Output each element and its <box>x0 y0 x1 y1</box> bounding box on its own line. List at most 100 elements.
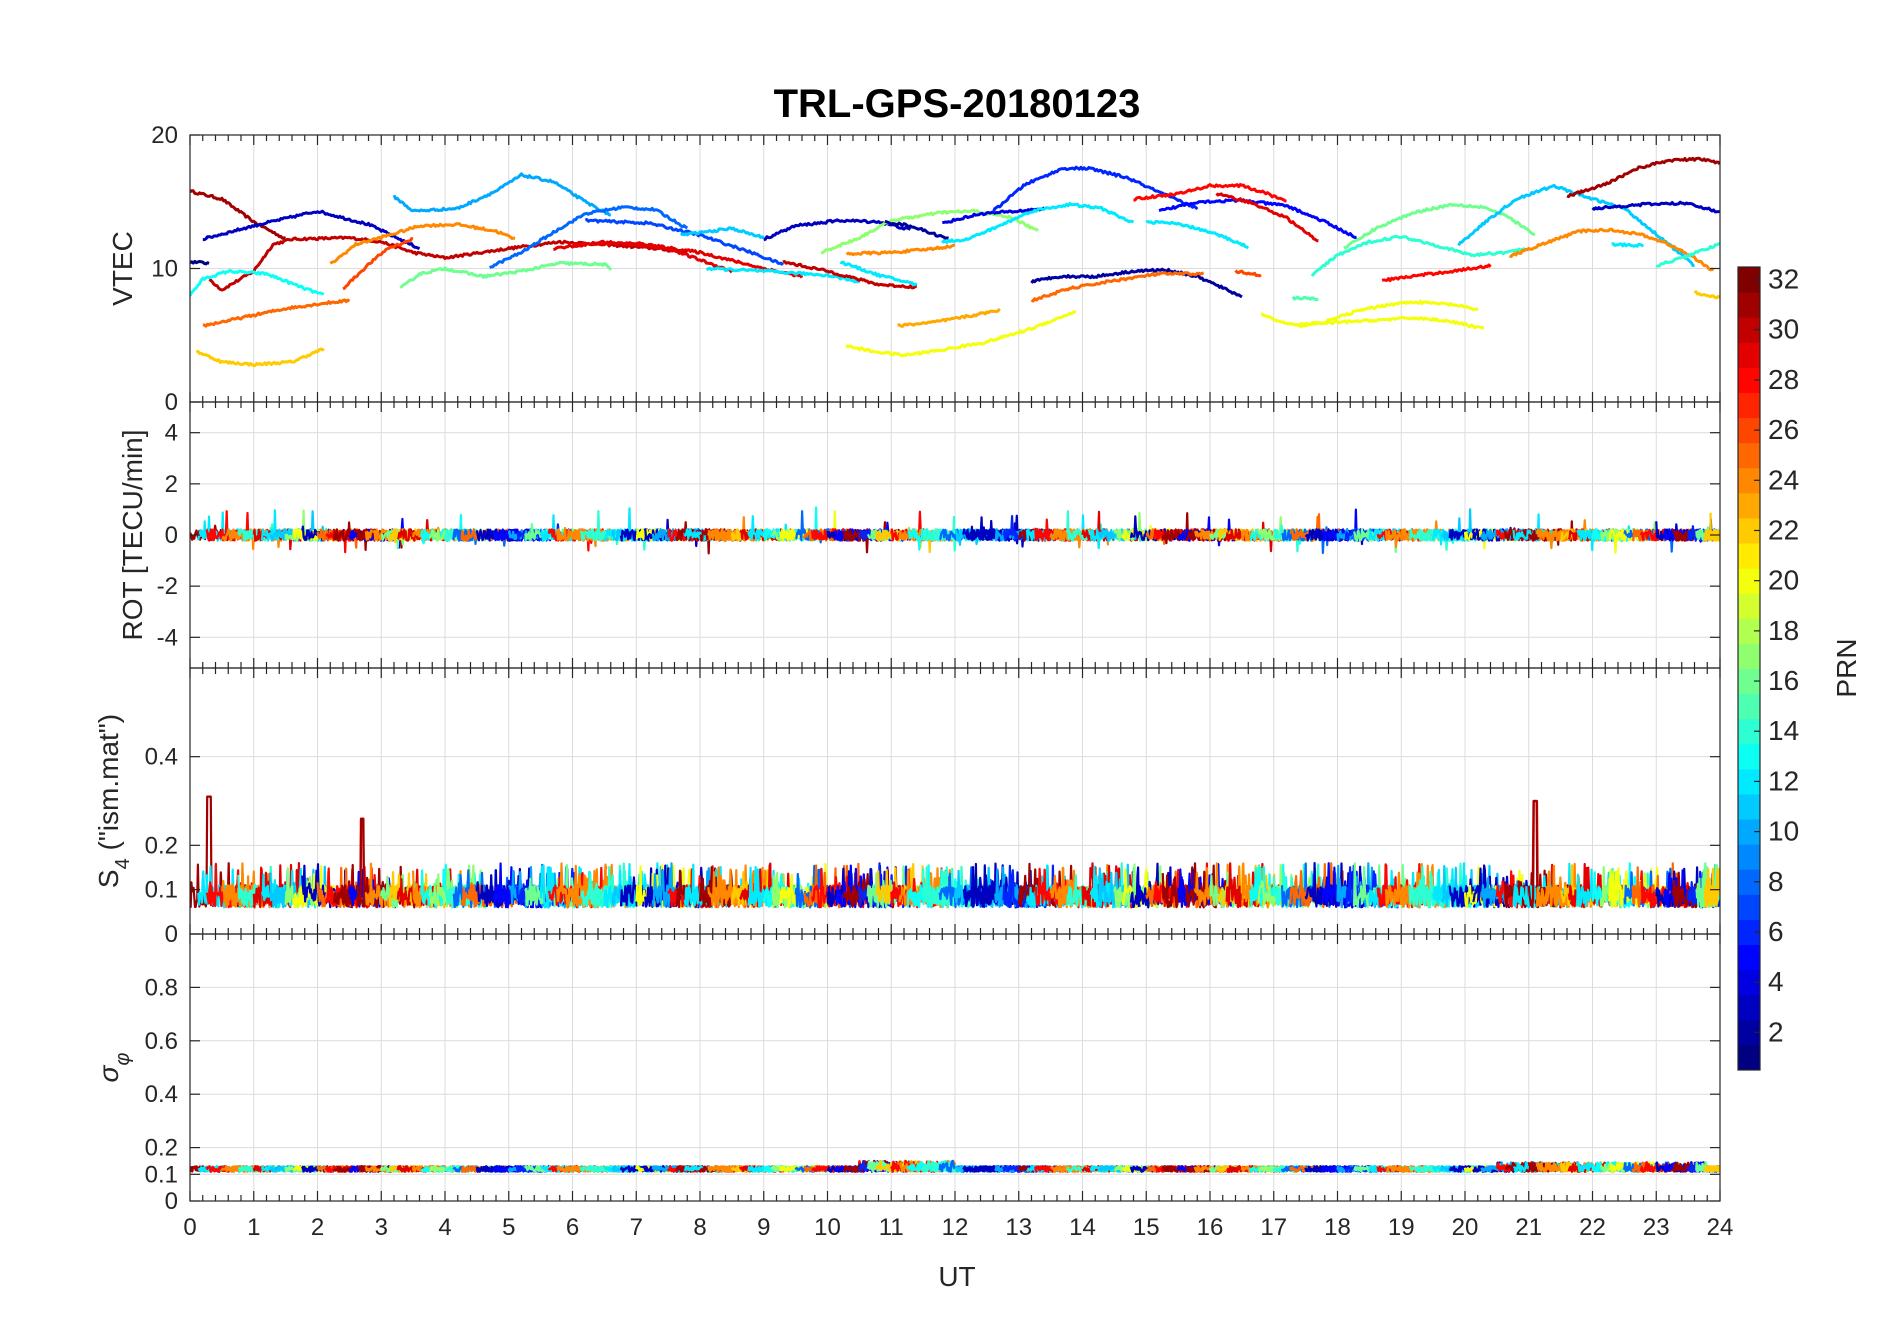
vtec-trace-prn-26 <box>342 237 414 291</box>
vtec-trace-prn-29 <box>571 241 804 279</box>
vtec-trace-prn-25 <box>1030 271 1205 303</box>
colorbar-swatch <box>1738 417 1760 444</box>
x-tick-label: 9 <box>757 1214 770 1241</box>
y-tick-label: 20 <box>151 122 178 149</box>
panel-2-trace-prn-22 <box>1703 512 1720 542</box>
colorbar-swatch <box>1738 543 1760 569</box>
vtec-trace-prn-26 <box>1234 269 1262 278</box>
colorbar-swatch <box>1738 442 1760 469</box>
colorbar-swatch <box>1738 467 1760 494</box>
vtec-trace-prn-14 <box>1655 242 1720 268</box>
x-tick-label: 4 <box>438 1214 451 1241</box>
colorbar-swatch <box>1738 1044 1760 1071</box>
vtec-trace-prn-8 <box>489 205 689 269</box>
colorbar-tick-label: 10 <box>1768 816 1799 847</box>
vtec-trace-prn-15 <box>1291 295 1319 302</box>
y-tick-label: 0.2 <box>145 1135 178 1162</box>
x-tick-label: 13 <box>1005 1214 1032 1241</box>
y-tick-label: -2 <box>157 573 178 600</box>
panel-2-traces <box>190 506 1720 555</box>
colorbar-swatch <box>1738 743 1760 770</box>
colorbar-swatch <box>1738 844 1760 870</box>
x-tick-label: 15 <box>1133 1214 1160 1241</box>
colorbar-swatch <box>1738 342 1760 368</box>
y-tick-label: 0 <box>165 921 178 948</box>
x-tick-label: 18 <box>1324 1214 1351 1241</box>
vtec-trace-prn-13 <box>190 268 325 297</box>
colorbar-swatch <box>1738 392 1760 419</box>
panel-1: 0 10 20 VTEC <box>107 122 1721 416</box>
y-tick-label: 0.8 <box>145 974 178 1001</box>
panel-1-y-label: VTEC <box>107 231 138 306</box>
y-tick-label: -4 <box>157 624 178 651</box>
vtec-trace-prn-24 <box>329 222 516 265</box>
colorbar-tick-label: 30 <box>1768 314 1799 345</box>
colorbar-swatch <box>1738 994 1760 1021</box>
vtec-trace-prn-2 <box>1030 267 1243 299</box>
x-tick-label: 0 <box>183 1214 196 1241</box>
colorbar-tick-label: 20 <box>1768 565 1799 596</box>
colorbar-swatch <box>1738 668 1760 695</box>
panel-4-trace-prn-22 <box>1703 1165 1720 1173</box>
x-tick-label: 3 <box>375 1214 388 1241</box>
chart-title: TRL-GPS-20180123 <box>774 82 1141 126</box>
vtec-trace-prn-31 <box>1566 156 1720 199</box>
colorbar-tick-label: 14 <box>1768 715 1799 746</box>
y-tick-label: 0 <box>165 522 178 549</box>
x-tick-label: 12 <box>942 1214 969 1241</box>
y-tick-label: 4 <box>165 420 178 447</box>
vtec-trace-prn-3 <box>1591 200 1720 214</box>
colorbar-tick-label: 12 <box>1768 765 1799 796</box>
panel-1-traces <box>190 156 1720 368</box>
colorbar-tick-label: 4 <box>1768 966 1784 997</box>
colorbar-tick-label: 16 <box>1768 665 1799 696</box>
vtec-trace-prn-1 <box>190 259 210 266</box>
vtec-trace-prn-14 <box>1310 235 1530 278</box>
colorbar-swatch <box>1738 292 1760 318</box>
x-tick-label: 20 <box>1452 1214 1479 1241</box>
y-tick-label: 0 <box>165 389 178 416</box>
x-tick-label: 1 <box>247 1214 260 1241</box>
vtec-trace-prn-16 <box>399 260 613 289</box>
vtec-trace-prn-11 <box>679 226 765 240</box>
vtec-trace-prn-20 <box>1292 315 1485 330</box>
x-tick-label: 11 <box>879 1214 904 1241</box>
vtec-trace-prn-16 <box>1343 202 1536 250</box>
colorbar-tick-label: 28 <box>1768 364 1799 395</box>
panel-2-trace-prn-5 <box>492 528 552 542</box>
colorbar-swatch <box>1738 618 1760 644</box>
vtec-trace-prn-25 <box>202 298 351 328</box>
colorbar-swatch <box>1738 894 1760 920</box>
x-tick-label: 17 <box>1260 1214 1287 1241</box>
x-tick-label: 7 <box>630 1214 643 1241</box>
y-tick-label: 2 <box>165 471 178 498</box>
x-tick-label: 21 <box>1515 1214 1542 1241</box>
colorbar-swatch <box>1738 593 1760 619</box>
x-tick-label: 23 <box>1643 1214 1670 1241</box>
y-tick-label: 10 <box>151 256 178 283</box>
vtec-trace-prn-29 <box>1215 192 1319 243</box>
colorbar-tick-label: 2 <box>1768 1016 1784 1047</box>
colorbar-tick-label: 26 <box>1768 414 1799 445</box>
panel-3-traces <box>190 795 1720 909</box>
colorbar-swatch <box>1738 919 1760 946</box>
vtec-trace-prn-22 <box>1693 290 1720 300</box>
x-tick-label: 2 <box>311 1214 324 1241</box>
panel-3-trace-prn-22 <box>1703 867 1720 908</box>
vtec-trace-prn-28 <box>1381 263 1492 283</box>
colorbar-tick-label: 24 <box>1768 464 1799 495</box>
colorbar-label: PRN <box>1831 638 1862 697</box>
panel-4: 00.10.2 0.4 0.6 0.8 σφ <box>93 933 1721 1215</box>
y-tick-label: 0.6 <box>145 1028 178 1055</box>
x-tick-label: 19 <box>1388 1214 1415 1241</box>
colorbar-tick-label: 8 <box>1768 866 1784 897</box>
colorbar-tick-label: 18 <box>1768 615 1799 646</box>
y-tick-label: 0.1 <box>145 877 178 904</box>
x-tick-label: 6 <box>566 1214 579 1241</box>
colorbar-swatch <box>1738 517 1760 544</box>
vtec-trace-prn-10 <box>392 172 611 217</box>
panel-2-y-label: ROT [TECU/min] <box>117 429 148 640</box>
